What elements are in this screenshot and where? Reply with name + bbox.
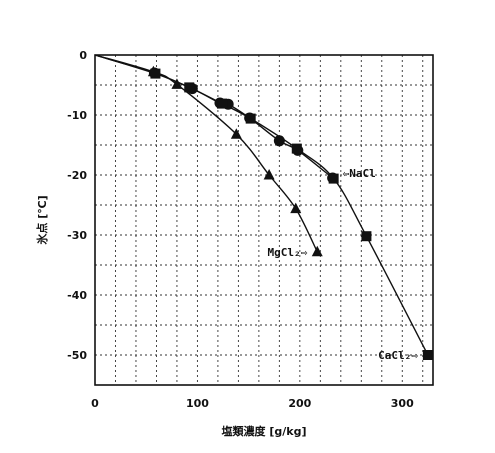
markers <box>147 65 433 360</box>
point-square <box>422 350 433 360</box>
x-tick-label: 0 <box>91 397 99 410</box>
y-tick-label: -40 <box>67 289 87 302</box>
point-square <box>361 231 372 242</box>
point-square <box>328 173 339 184</box>
x-axis-label: 塩類濃度 [g/kg] <box>222 424 307 438</box>
plot-frame <box>94 54 434 386</box>
y-tick-label: -10 <box>67 109 87 122</box>
point-triangle <box>230 128 242 139</box>
annotations: ⇦NaCl MgCl₂⇨ CaCl₂⇨ <box>268 167 419 362</box>
curve-triangle <box>94 54 318 253</box>
x-tick-label: 100 <box>186 397 209 410</box>
y-axis-label: 氷点 [℃] <box>35 195 49 244</box>
y-tick-label: -20 <box>67 169 87 182</box>
annotation-label: ⇦NaCl <box>343 167 376 180</box>
grid <box>95 55 433 385</box>
y-tick-label: 0 <box>79 49 87 62</box>
point-circle <box>273 135 285 147</box>
point-triangle <box>171 78 183 89</box>
point-triangle <box>311 245 323 257</box>
point-square <box>217 98 228 109</box>
annotation-label: CaCl₂⇨ <box>378 349 418 362</box>
point-triangle <box>290 202 302 214</box>
x-tick-label: 200 <box>288 397 311 410</box>
point-square <box>150 68 161 79</box>
point-square <box>291 143 302 154</box>
point-square <box>184 82 195 93</box>
x-tick-label: 300 <box>391 397 414 410</box>
tick-labels: 0 100 200 300 0 -10 -20 -30 -40 -50 <box>67 49 414 410</box>
point-triangle <box>263 169 275 180</box>
curve-circle <box>94 54 334 179</box>
point-square <box>245 113 256 124</box>
annotation-label: MgCl₂⇨ <box>268 246 308 259</box>
y-tick-label: -30 <box>67 229 87 242</box>
y-tick-label: -50 <box>67 349 87 362</box>
